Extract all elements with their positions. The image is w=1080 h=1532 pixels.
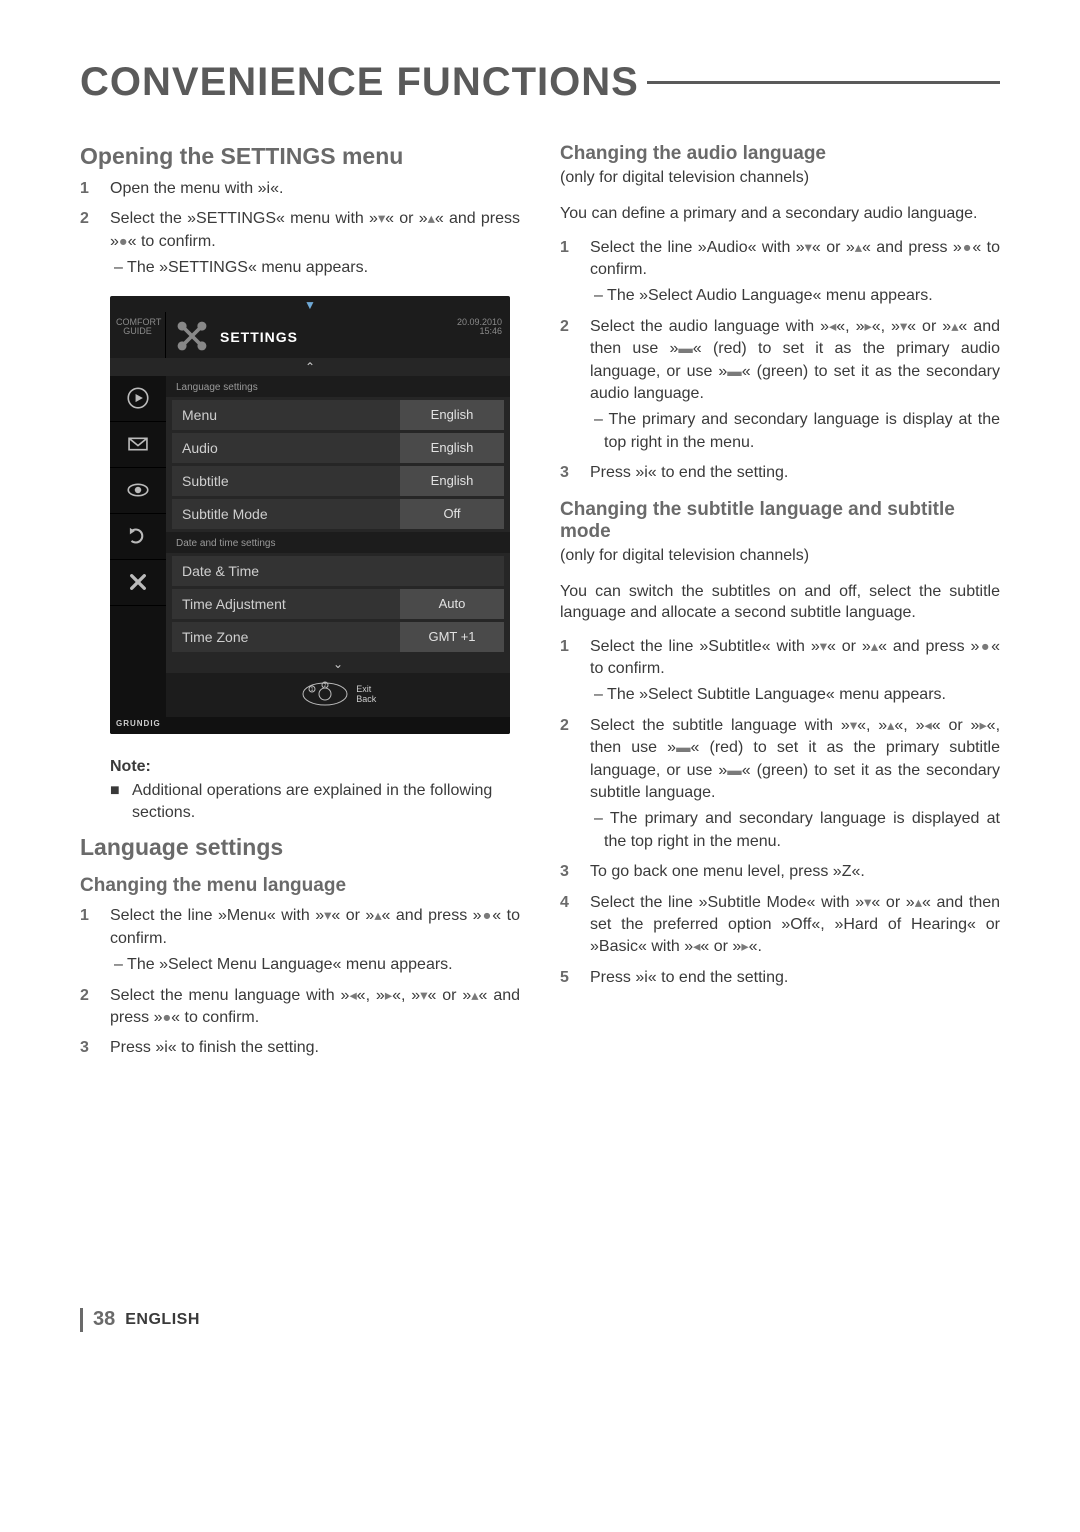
table-row: Date & Time [172,556,504,586]
play-circle-icon [110,376,166,422]
down-icon: ▾ [850,718,857,734]
up-icon: ▴ [915,895,922,911]
menu-lang-step-3: 3 Press »i« to finish the setting. [80,1037,520,1059]
svg-text:1: 1 [310,687,313,693]
sub-step-5: 5 Press »i« to end the setting. [560,967,1000,989]
right-column: Changing the audio language (only for di… [560,133,1000,1068]
left-icon: ◂ [924,718,931,734]
audio-intro: You can define a primary and a secondary… [560,203,1000,225]
up-icon: ▴ [374,908,381,924]
screenshot-title: SETTINGS [220,329,298,345]
tools-icon [110,560,166,606]
menu-lang-step-1: 1 Select the line »Menu« with »▾« or »▴«… [80,905,520,976]
audio-step-2: 2 Select the audio language with »◂«, »▸… [560,316,1000,454]
page-number: 38 [93,1308,115,1331]
dot-icon: ● [162,1010,171,1026]
opening-settings-heading: Opening the SETTINGS menu [80,143,520,170]
page-language: ENGLISH [125,1311,200,1329]
up-icon: ▴ [428,211,435,227]
dot-icon: ● [482,908,493,924]
subtitle-intro: You can switch the subtitles on and off,… [560,581,1000,624]
subtitle-note: (only for digital television channels) [560,547,1000,565]
left-icon: ◂ [349,988,356,1004]
eye-icon [110,468,166,514]
title-rule [647,81,1000,84]
dot-icon: ● [979,639,991,655]
comfort-guide-label: COMFORT GUIDE [110,312,166,358]
settings-screenshot: ▼ COMFORT GUIDE SETTINGS 20.09.2010 15:4… [110,296,510,734]
subtitle-heading: Changing the subtitle language and subti… [560,499,1000,543]
sub-step-2: 2 Select the subtitle language with »▾«,… [560,715,1000,853]
table-row: Subtitle ModeOff [172,499,504,529]
up-icon: ▴ [871,639,878,655]
brand-label: GRUNDIG [110,717,510,734]
right-icon: ▸ [979,718,986,734]
category-datetime: Date and time settings [166,532,510,553]
note-heading: Note: [110,758,520,776]
table-row: MenuEnglish [172,400,504,430]
right-icon: ▸ [864,319,871,335]
audio-language-heading: Changing the audio language [560,143,1000,165]
up-icon: ▴ [471,988,478,1004]
sub-step-3: 3 To go back one menu level, press »Z«. [560,861,1000,883]
menu-lang-step-2: 2 Select the menu language with »◂«, »▸«… [80,985,520,1030]
menu-language-heading: Changing the menu language [80,875,520,897]
settings-tools-icon [174,318,210,356]
left-column: Opening the SETTINGS menu 1 Open the men… [80,133,520,1068]
table-row: Time AdjustmentAuto [172,589,504,619]
open-step-1: 1 Open the menu with »i«. [80,178,520,200]
down-icon: ▾ [820,639,827,655]
scroll-down-icon: ⌄ [166,655,510,673]
title-text: CONVENIENCE FUNCTIONS [80,60,639,105]
bar-icon: ▬ [727,763,741,779]
svg-text:2: 2 [323,683,326,689]
up-icon: ▴ [855,240,862,256]
audio-step-3: 3 Press »i« to end the setting. [560,462,1000,484]
table-row: Time ZoneGMT +1 [172,622,504,652]
table-row: SubtitleEnglish [172,466,504,496]
scroll-up-icon: ⌃ [110,358,510,376]
right-icon: ▸ [385,988,392,1004]
envelope-icon [110,422,166,468]
dot-icon: ● [962,240,973,256]
dot-icon: ● [119,234,128,250]
bar-icon: ▬ [676,740,690,756]
open-step-2: 2 Select the »SETTINGS« menu with »▾« or… [80,208,520,279]
screenshot-sidebar [110,376,166,717]
bar-icon: ▬ [678,341,692,357]
right-icon: ▸ [741,939,748,955]
category-language: Language settings [166,376,510,397]
sub-step-1: 1 Select the line »Subtitle« with »▾« or… [560,636,1000,707]
bar-icon: ▬ [727,364,741,380]
screenshot-datetime: 20.09.2010 15:46 [457,312,510,358]
table-row: AudioEnglish [172,433,504,463]
page-footer: 38 ENGLISH [80,1308,1000,1332]
page-title: CONVENIENCE FUNCTIONS [80,60,1000,105]
down-icon: ▾ [805,240,812,256]
audio-step-1: 1 Select the line »Audio« with »▾« or »▴… [560,237,1000,308]
screenshot-top-arrow-icon: ▼ [110,296,510,312]
note-text: ■ Additional operations are explained in… [110,780,520,825]
screenshot-footer: 12 Exit Back [166,673,510,717]
loop-icon [110,514,166,560]
language-settings-heading: Language settings [80,834,520,861]
audio-note: (only for digital television channels) [560,169,1000,187]
sub-step-4: 4 Select the line »Subtitle Mode« with »… [560,892,1000,959]
